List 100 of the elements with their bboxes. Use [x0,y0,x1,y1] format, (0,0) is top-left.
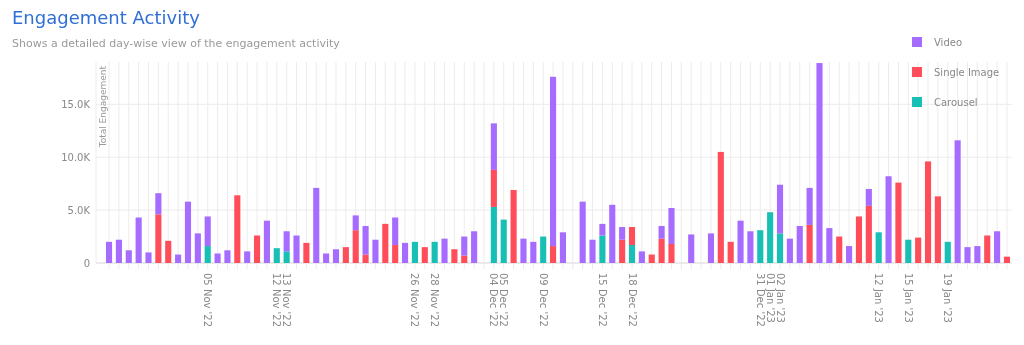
bar [392,217,399,246]
legend-label: Carousel [934,96,978,108]
bar [323,253,330,263]
bar [619,227,626,240]
bar [382,223,389,263]
bar [362,225,369,255]
legend-label: Video [934,36,963,48]
bar [283,231,290,252]
bar [717,151,724,263]
bar [273,248,280,263]
x-tick-label: 05 Dec '22 [498,273,510,327]
bar [865,188,872,206]
x-tick-label: 15 Jan '23 [902,273,914,323]
x-tick-label: 05 Nov '22 [202,273,214,328]
bar [619,239,626,263]
bar [579,201,586,263]
y-tick-label: 0 [83,257,90,269]
bar [806,187,813,225]
bar [885,176,892,263]
x-tick-label: 12 Nov '22 [271,273,283,328]
bar [737,220,744,263]
bar [313,187,320,263]
bar [747,231,754,263]
bar [155,214,162,263]
bar [490,169,497,207]
bar [135,217,142,263]
bar [875,232,882,263]
bar [204,246,211,263]
legend-label: Single Image [934,66,1000,78]
bar [540,236,547,263]
chart-title: Engagement Activity [12,7,201,28]
y-tick-label: 5.0K [67,204,91,216]
bar [253,235,261,263]
bar [175,254,182,263]
bar [372,239,379,263]
bar [550,246,557,263]
bar [352,230,359,263]
bar [332,249,340,263]
bar [155,193,162,215]
x-tick-label: 28 Nov '22 [429,273,441,328]
x-tick-label: 04 Dec '22 [488,273,500,327]
x-tick-label: 15 Dec '22 [596,273,608,327]
bar [115,239,122,263]
bar [421,247,428,263]
bar [490,123,497,170]
bar [806,224,813,263]
bar [303,242,310,263]
bar [1003,256,1011,263]
bar [224,250,231,263]
y-axis-title: Total Engagement [98,65,108,149]
bar [638,251,645,263]
bar [786,238,793,263]
x-tick-label: 19 Jan '23 [942,273,954,323]
bar [293,235,300,263]
bar [184,201,192,263]
bar [165,240,172,263]
bar [530,241,537,263]
bar [816,63,823,263]
bar [510,190,517,263]
bar [994,231,1001,263]
bar [194,233,201,263]
x-tick-label: 01 Jan '23 [764,273,776,323]
bar [352,215,359,231]
x-tick-label: 26 Nov '22 [409,273,421,328]
bar [688,234,695,263]
x-tick-label: 18 Dec '22 [626,273,638,327]
x-tick-label: 13 Nov '22 [281,273,293,328]
bar [826,228,833,263]
bar [836,236,843,263]
bar [411,241,418,263]
bar [392,245,399,263]
bar [490,206,497,263]
bar [214,253,221,263]
x-tick-label: 09 Dec '22 [537,273,549,327]
bar [461,236,468,256]
bar [628,245,636,263]
bar [441,238,448,263]
bar [974,246,981,263]
bar [707,233,714,263]
bar [865,205,872,263]
bar [520,238,527,263]
bar [668,207,675,244]
bar [924,161,932,263]
bar [125,250,132,263]
bar [658,225,665,239]
y-tick-label: 10.0K [61,151,91,163]
bar [609,204,616,263]
bar [461,255,468,263]
bar [550,76,557,247]
bar [599,223,606,236]
bar [905,239,912,263]
bar [589,239,596,263]
bar [342,247,349,263]
bar [283,251,290,263]
chart-subtitle: Shows a detailed day-wise view of the engagement activity [12,37,341,50]
y-tick-label: 15.0K [61,98,91,110]
x-tick-label: 02 Jan '23 [774,273,786,323]
x-tick-label: 12 Jan '23 [873,273,885,323]
bar [648,254,655,263]
bar [846,246,853,263]
